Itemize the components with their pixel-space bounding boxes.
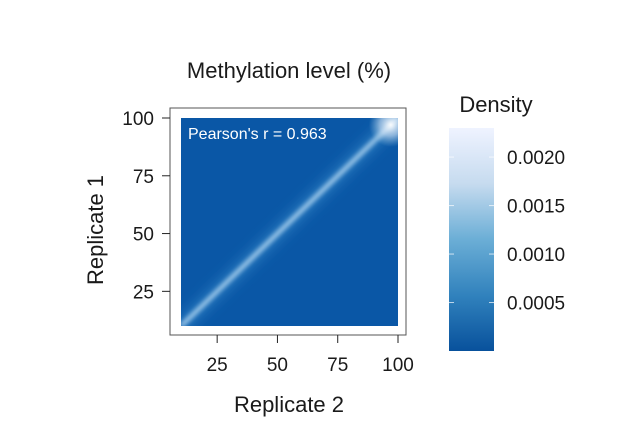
colorbar-gradient: [449, 128, 494, 351]
y-axis-label: Replicate 1: [83, 175, 108, 285]
colorbar-tick-label: 0.0020: [507, 148, 565, 169]
y-tick-label: 75: [133, 167, 154, 188]
x-tick-label: 75: [327, 355, 348, 376]
plot-area: Pearson's r = 0.963: [169, 107, 407, 336]
y-tick-label: 25: [133, 282, 154, 303]
y-axis: 25 50 75 100: [122, 109, 170, 303]
pearson-annotation: Pearson's r = 0.963: [188, 126, 327, 143]
x-tick-label: 25: [207, 355, 228, 376]
x-axis-label: Replicate 2: [234, 392, 344, 417]
x-tick-label: 50: [267, 355, 288, 376]
x-axis: 25 50 75 100: [207, 335, 414, 376]
colorbar-tick-label: 0.0005: [507, 294, 565, 315]
density-hotspot: [368, 118, 398, 147]
y-tick-label: 100: [122, 109, 154, 130]
colorbar-tick-label: 0.0015: [507, 197, 565, 218]
y-tick-label: 50: [133, 225, 154, 246]
colorbar-tick-label: 0.0010: [507, 245, 565, 266]
chart-title: Methylation level (%): [187, 58, 391, 83]
x-tick-label: 100: [382, 355, 414, 376]
colorbar: Density 0.0005 0.0010 0.0015 0.0020: [449, 92, 565, 351]
colorbar-label: Density: [459, 92, 532, 117]
density-ridge: [181, 118, 398, 326]
